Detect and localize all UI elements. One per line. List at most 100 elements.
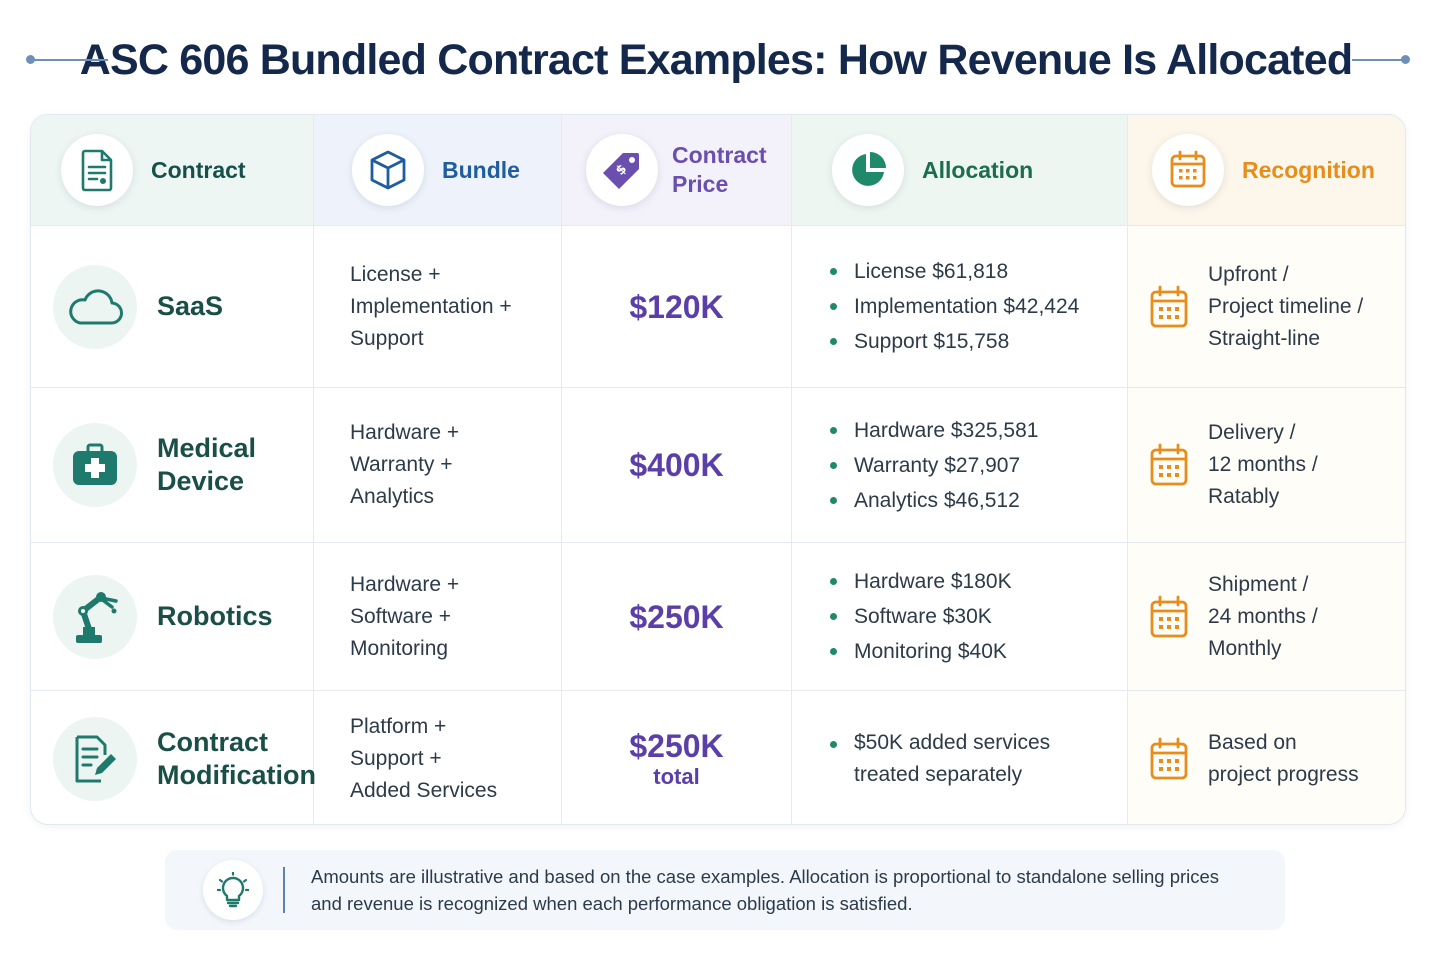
row-medical-allocation: Hardware $325,581 Warranty $27,907 Analy… [792,388,1128,543]
note-line: and revenue is recognized when each perf… [311,893,913,914]
header-price-line2: Price [672,171,729,197]
header-allocation: Allocation [792,115,1128,226]
recognition-line: Project timeline / [1208,294,1364,318]
allocation-item: $50K added services treated separately [828,727,1050,791]
note-text: Amounts are illustrative and based on th… [311,863,1285,917]
recognition-text: Shipment / 24 months / Monthly [1208,569,1318,665]
price-tag-icon: $ [586,134,658,206]
allocation-item: Hardware $180K [828,564,1012,599]
bundle-line: Hardware + [350,421,460,444]
recognition-text: Based on project progress [1208,727,1359,791]
recognition-line: Shipment / [1208,572,1309,596]
row-robotics-bundle: Hardware + Software + Monitoring [314,543,562,691]
recognition-text: Upfront / Project timeline / Straight-li… [1208,259,1363,355]
row-medical-bundle: Hardware + Warranty + Analytics [314,388,562,543]
row-modification-price: $250K total [562,691,792,824]
contract-price: $250K [629,598,724,635]
header-bundle: Bundle [314,115,562,226]
contract-name: SaaS [157,291,224,321]
allocation-item: Implementation $42,424 [828,289,1079,324]
contract-name: Medical Device [157,432,256,498]
recognition-line: 12 months / [1208,453,1318,476]
header-price-label: Contract Price [672,141,767,199]
header-allocation-label: Allocation [922,156,1034,183]
row-robotics-allocation: Hardware $180K Software $30K Monitoring … [792,543,1128,691]
row-robotics-contract: Robotics [31,543,314,691]
header-bundle-label: Bundle [442,156,520,183]
contract-price: $120K [629,288,724,325]
contract-price-value: $250K [629,727,724,764]
contract-name: Contract Modification [157,726,316,792]
footnote: Amounts are illustrative and based on th… [165,850,1285,930]
recognition-line: Straight-line [1208,326,1321,350]
medical-kit-icon [53,423,137,507]
recognition-line: Delivery / [1208,421,1296,444]
row-medical-recognition: Delivery / 12 months / Ratably [1128,388,1405,543]
allocation-line: $50K added services [854,730,1051,754]
bundle-text: Platform + Support + Added Services [314,711,497,807]
allocation-list: $50K added services treated separately [792,727,1050,791]
allocation-item: Analytics $46,512 [828,483,1038,518]
cloud-icon [53,264,137,349]
contract-price: $250K total [562,728,791,790]
recognition-line: Ratably [1208,485,1280,508]
row-saas-recognition: Upfront / Project timeline / Straight-li… [1128,226,1405,388]
bundle-line: Support [350,326,424,350]
allocation-list: Hardware $325,581 Warranty $27,907 Analy… [792,413,1038,518]
header-price: $ Contract Price [562,115,792,226]
recognition-line: 24 months / [1208,604,1318,628]
row-saas-allocation: License $61,818 Implementation $42,424 S… [792,226,1128,388]
header-price-line1: Contract [672,142,767,168]
bundle-line: Software + [350,604,451,628]
allocation-table: Contract Bundle $ Contract [30,114,1406,825]
header-recognition-label: Recognition [1242,156,1375,183]
page-title: ASC 606 Bundled Contract Examples: How R… [79,35,1353,84]
title-rule-right [1352,59,1404,61]
row-robotics-price: $250K [562,543,792,691]
bundle-line: Analytics [350,485,435,508]
calendar-icon [1152,134,1224,206]
bundle-line: Implementation + [350,294,512,318]
allocation-item: Warranty $27,907 [828,448,1038,483]
row-saas-contract: SaaS [31,226,314,388]
bundle-line: Support + [350,746,442,770]
contract-name: Robotics [157,601,273,631]
row-medical-contract: Medical Device [31,388,314,543]
allocation-item: Hardware $325,581 [828,413,1038,448]
contract-name-line: Medical [157,433,257,463]
recognition-line: project progress [1208,762,1359,786]
calendar-icon [1150,285,1188,327]
row-saas-bundle: License + Implementation + Support [314,226,562,388]
allocation-item: Software $30K [828,599,1012,634]
bundle-line: Added Services [350,778,498,802]
note-divider [283,867,285,913]
allocation-item: Support $15,758 [828,324,1079,359]
title-rule-left [30,59,108,61]
recognition-line: Upfront / [1208,262,1289,286]
pie-chart-icon [832,134,904,206]
recognition-line: Based on [1208,730,1297,754]
document-edit-icon [53,716,137,801]
allocation-item: Monitoring $40K [828,634,1012,669]
bundle-line: Platform + [350,714,447,738]
allocation-list: Hardware $180K Software $30K Monitoring … [792,564,1012,669]
bundle-text: Hardware + Software + Monitoring [314,569,459,665]
calendar-icon [1150,595,1188,637]
bundle-line: Hardware + [350,572,460,596]
recognition-line: Monthly [1208,636,1282,660]
calendar-icon [1150,443,1188,486]
row-robotics-recognition: Shipment / 24 months / Monthly [1128,543,1405,691]
title-bar: ASC 606 Bundled Contract Examples: How R… [0,30,1432,90]
contract-price-sub: total [653,763,700,789]
header-contract-label: Contract [151,156,246,183]
bundle-text: License + Implementation + Support [314,259,512,355]
contract-name-line: Device [157,466,245,496]
row-saas-price: $120K [562,226,792,388]
row-modification-allocation: $50K added services treated separately [792,691,1128,824]
document-icon [61,134,133,206]
allocation-list: License $61,818 Implementation $42,424 S… [792,254,1079,359]
bundle-line: Monitoring [350,636,449,660]
row-modification-bundle: Platform + Support + Added Services [314,691,562,824]
bundle-line: License + [350,262,441,286]
note-line: Amounts are illustrative and based on th… [311,866,1220,887]
